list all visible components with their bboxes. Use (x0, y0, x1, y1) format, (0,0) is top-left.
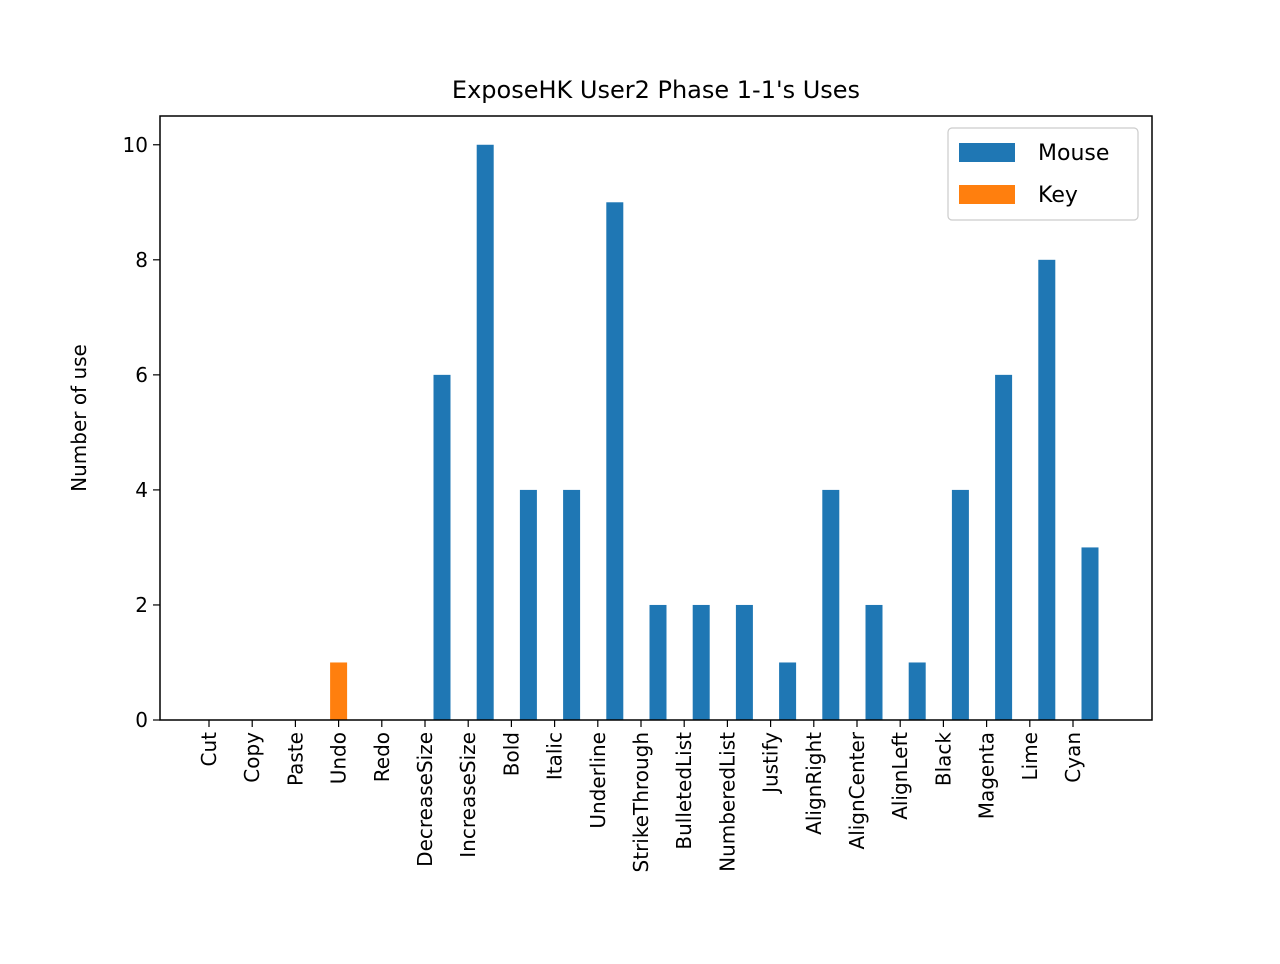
bar-mouse-alignright (822, 489, 840, 720)
x-tick-label: BulletedList (672, 732, 696, 850)
bar-mouse-aligncenter (865, 604, 883, 720)
x-tick-label: AlignRight (802, 732, 826, 835)
bar-mouse-bold (519, 489, 537, 720)
bar-mouse-cyan (1081, 547, 1099, 720)
x-tick-label: Copy (240, 732, 264, 783)
x-tick-label: AlignCenter (845, 731, 869, 849)
x-tick-label: Redo (370, 732, 394, 782)
y-tick-label: 6 (135, 363, 148, 387)
x-tick-label: Justify (759, 732, 783, 795)
x-tick-label: Undo (327, 732, 351, 784)
legend-swatch-mouse (959, 143, 1015, 162)
x-tick-label: Cut (197, 732, 221, 767)
plot-frame (159, 115, 1153, 721)
bar-mouse-increasesize (476, 144, 494, 720)
y-tick-label: 0 (135, 708, 148, 732)
bar-mouse-numberedlist (735, 604, 753, 720)
bar-mouse-magenta (995, 374, 1013, 720)
bar-mouse-black (951, 489, 969, 720)
bars-layer (330, 144, 1099, 721)
x-tick-label: DecreaseSize (413, 732, 437, 867)
x-tick-label: AlignLeft (888, 732, 912, 820)
bar-mouse-decreasesize (433, 374, 451, 720)
legend: Mouse Key (947, 127, 1139, 221)
y-tick-label: 2 (135, 593, 148, 617)
x-tick-label: IncreaseSize (456, 732, 480, 858)
bar-mouse-bulletedlist (692, 604, 710, 720)
y-tick-label: 8 (135, 248, 148, 272)
legend-swatch-key (959, 185, 1015, 204)
chart-title: ExposeHK User2 Phase 1-1's Uses (452, 76, 860, 104)
bar-mouse-underline (606, 202, 624, 721)
y-axis-label: Number of use (67, 344, 91, 492)
legend-label-key: Key (1038, 183, 1078, 208)
x-tick-label: Cyan (1061, 732, 1085, 783)
x-tick-label: Black (931, 732, 955, 787)
ticks-layer: 0 2 4 6 8 10 Cut Copy Paste Undo Redo DecreaseSize I… (123, 133, 1085, 873)
y-tick-label: 4 (135, 478, 148, 502)
y-tick-label: 10 (123, 133, 148, 157)
bar-mouse-lime (1038, 259, 1056, 720)
bar-mouse-italic (563, 489, 581, 720)
bar-mouse-strikethrough (649, 604, 667, 720)
x-tick-label: Italic (543, 732, 567, 780)
bar-key-undo (330, 662, 348, 720)
x-tick-label: Underline (586, 732, 610, 829)
bar-mouse-justify (779, 662, 797, 720)
x-tick-label: Lime (1018, 732, 1042, 781)
x-tick-label: Bold (499, 732, 523, 776)
bar-mouse-alignleft (908, 662, 926, 720)
x-tick-label: Paste (283, 732, 307, 786)
legend-label-mouse: Mouse (1038, 141, 1109, 166)
x-tick-label: StrikeThrough (629, 732, 653, 872)
x-tick-label: Magenta (975, 732, 999, 819)
x-tick-label: NumberedList (715, 732, 739, 872)
